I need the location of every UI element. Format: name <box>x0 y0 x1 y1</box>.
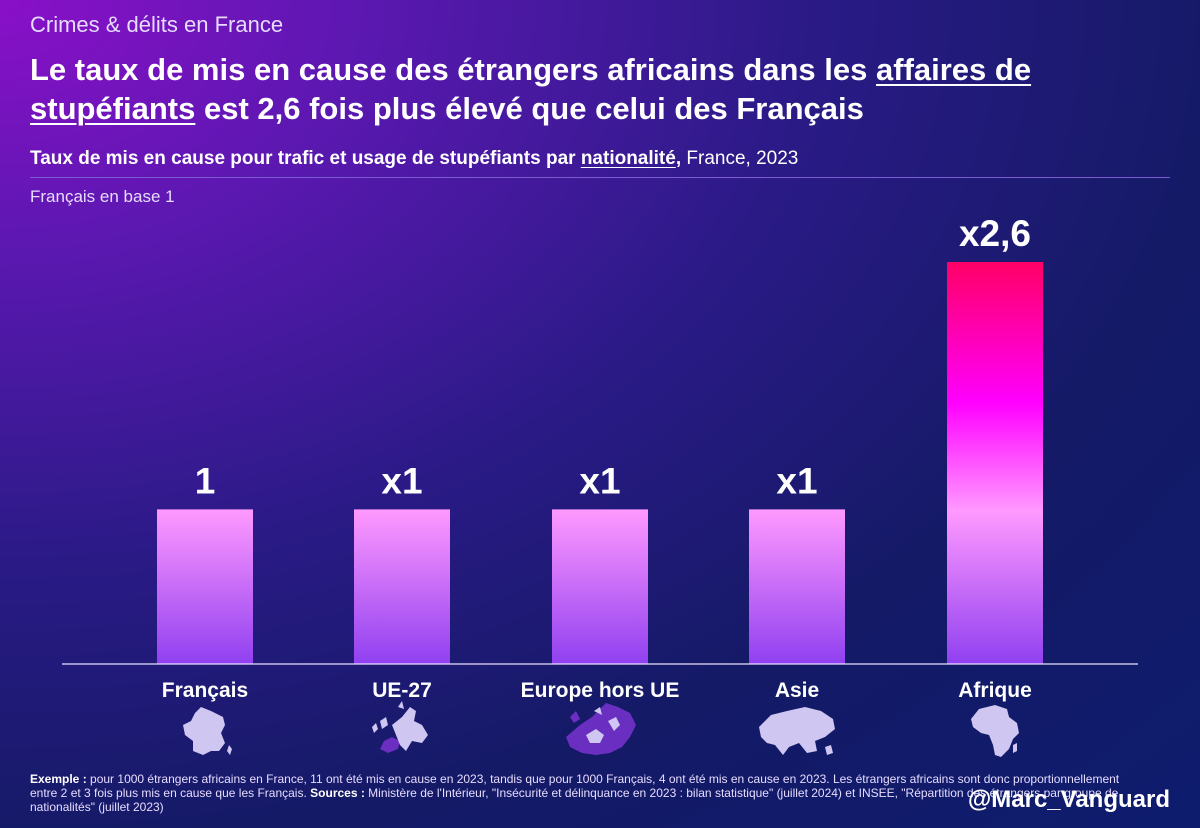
bar-2 <box>354 509 450 664</box>
bar-4 <box>749 509 845 664</box>
kicker: Crimes & délits en France <box>30 12 284 37</box>
data-label-2: x1 <box>381 460 422 501</box>
author-handle: @Marc_Vanguard <box>967 786 1170 813</box>
footer-note: Exemple : pour 1000 étrangers africains … <box>30 772 1130 814</box>
base-note: Français en base 1 <box>30 187 175 206</box>
asia-map-icon <box>759 707 835 755</box>
europe-map-icon <box>566 703 636 755</box>
example-text: pour 1000 étrangers africains en France,… <box>30 772 1120 800</box>
category-label-2: UE-27 <box>372 679 432 702</box>
headline: Le taux de mis en cause des étrangers af… <box>30 50 1180 128</box>
data-label-4: x1 <box>776 460 817 501</box>
category-label-4: Asie <box>775 679 819 702</box>
chart-subtitle: Taux de mis en cause pour trafic et usag… <box>30 148 798 170</box>
africa-map-icon <box>971 705 1019 757</box>
sources-label: Sources : <box>310 786 365 800</box>
headline-underlined: affaires de stupéfiants <box>30 52 1032 126</box>
bar-3 <box>552 509 648 664</box>
sources-text: Ministère de l'Intérieur, "Insécurité et… <box>30 786 1119 814</box>
bar-1 <box>157 509 253 664</box>
category-label-3: Europe hors UE <box>521 679 680 702</box>
category-label-1: Français <box>162 679 248 702</box>
subtitle-comma: , <box>675 148 682 169</box>
bar-5 <box>947 262 1043 664</box>
headline-part1: Le taux de mis en cause des étrangers af… <box>30 52 876 87</box>
subtitle-suffix: France, 2023 <box>681 148 799 169</box>
data-label-1: 1 <box>195 460 216 501</box>
eu-map-icon <box>372 701 428 753</box>
data-label-5: x2,6 <box>959 213 1031 254</box>
data-label-3: x1 <box>579 460 620 501</box>
subtitle-underlined: nationalité <box>580 148 676 169</box>
example-label: Exemple : <box>30 772 87 786</box>
subtitle-rule <box>30 177 1170 178</box>
france-map-icon <box>183 707 232 755</box>
subtitle-part1: Taux de mis en cause pour trafic et usag… <box>30 148 581 169</box>
headline-part2: est 2,6 fois plus élevé que celui des Fr… <box>195 91 864 126</box>
category-label-5: Afrique <box>958 679 1032 702</box>
